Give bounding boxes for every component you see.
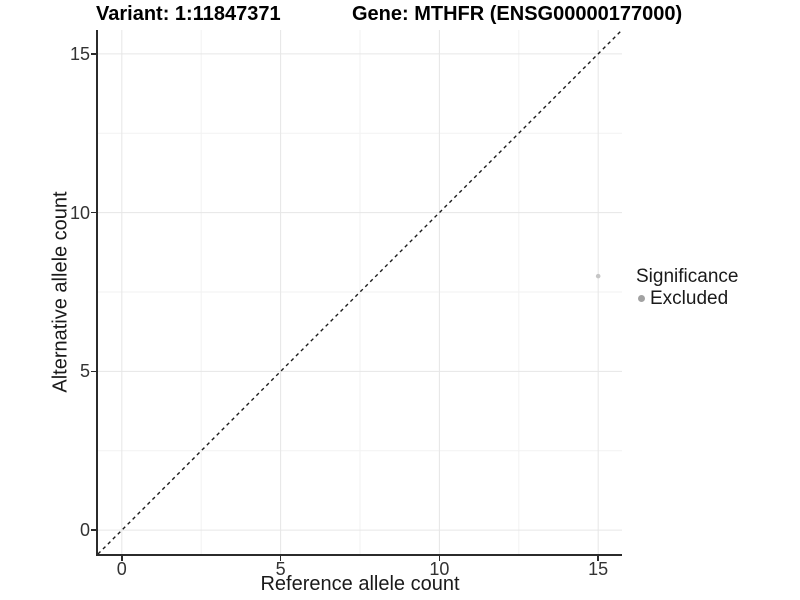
- y-tick-label: 15: [69, 43, 90, 64]
- x-tick-mark: [279, 556, 282, 561]
- x-tick-mark: [121, 556, 123, 561]
- y-tick-label: 10: [69, 202, 90, 223]
- legend-item: Excluded: [636, 288, 738, 309]
- plot-title-gene: Gene: MTHFR (ENSG00000177000): [352, 3, 683, 25]
- y-tick-mark: [91, 529, 96, 531]
- x-axis-title: Reference allele count: [260, 573, 460, 595]
- legend-items: Excluded: [636, 288, 738, 309]
- chart-canvas: [98, 30, 622, 554]
- x-tick-label: 0: [116, 559, 127, 579]
- y-tick-mark: [91, 211, 96, 214]
- legend-marker-dot: [638, 295, 645, 302]
- plot-panel: [96, 30, 622, 556]
- x-tick-label: 10: [429, 559, 450, 579]
- plot-title-variant: Variant: 1:11847371: [96, 3, 281, 25]
- legend: Significance Excluded: [636, 266, 738, 309]
- x-tick-mark: [597, 556, 599, 561]
- legend-item-label: Excluded: [650, 288, 729, 309]
- y-tick-label: 5: [79, 361, 90, 382]
- data-point: [595, 273, 601, 279]
- legend-title: Significance: [636, 266, 739, 287]
- x-tick-label: 15: [588, 559, 609, 579]
- y-axis-title: Alternative allele count: [49, 191, 72, 393]
- x-tick-label: 5: [275, 559, 286, 579]
- y-tick-mark: [91, 370, 96, 373]
- identity-line: [98, 30, 622, 554]
- x-tick-mark: [438, 556, 441, 561]
- y-tick-mark: [91, 53, 96, 55]
- y-tick-label: 0: [79, 520, 90, 541]
